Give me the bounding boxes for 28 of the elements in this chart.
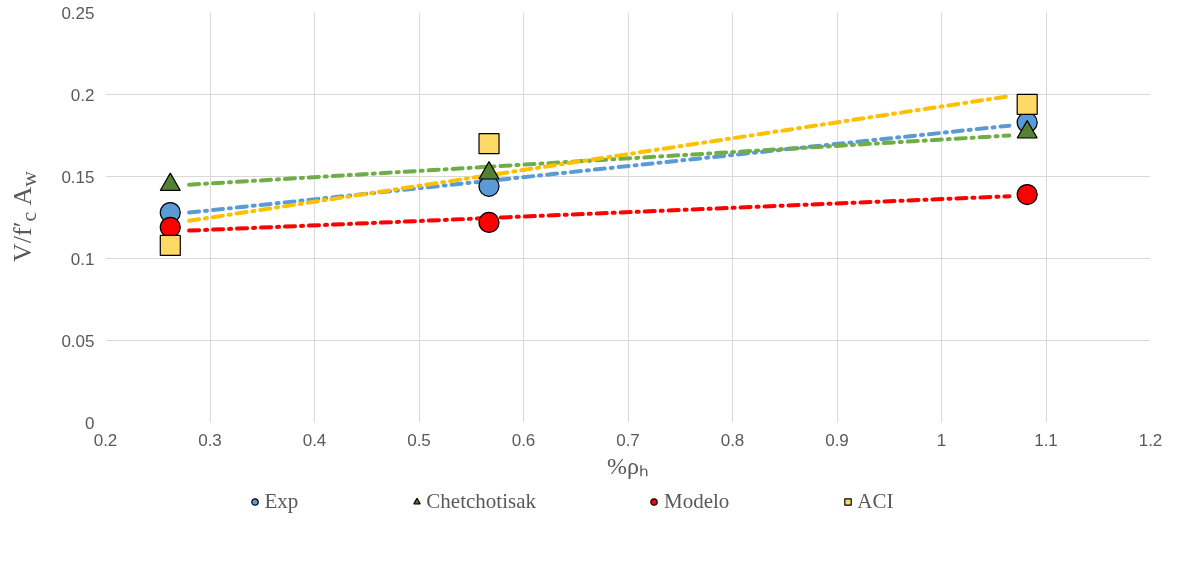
- x-tick-label: 0.9: [825, 430, 849, 450]
- y-tick-label: 0.2: [70, 85, 95, 105]
- y-tick-label: 0: [85, 413, 95, 433]
- x-axis-title: %ρₕ: [607, 452, 649, 479]
- point: [159, 234, 181, 256]
- y-tick-label: 0.1: [70, 249, 95, 269]
- y-tick-label: 0.25: [61, 3, 95, 23]
- point: [478, 133, 500, 155]
- point: [1016, 93, 1038, 115]
- y-tick-label: 0.05: [61, 331, 95, 351]
- point: [159, 216, 181, 238]
- x-tick-label: 1.1: [1034, 430, 1058, 450]
- x-tick-label: 0.6: [511, 430, 536, 450]
- x-tick-label: 0.5: [407, 430, 431, 450]
- legend-label: Exp: [264, 488, 299, 514]
- legend-label: Chetchotisak: [426, 488, 536, 514]
- x-tick-label: 0.4: [302, 430, 327, 450]
- legend-label: ACI: [857, 488, 894, 514]
- x-tick-label: 0.7: [616, 430, 640, 450]
- point: [1016, 183, 1038, 206]
- x-tick-label: 0.2: [93, 430, 118, 450]
- x-tick-label: 1.2: [1138, 430, 1163, 450]
- legend-label: Modelo: [663, 488, 730, 514]
- x-tick-label: 1: [936, 430, 947, 450]
- x-tick-label: 0.3: [198, 430, 222, 450]
- x-tick-label: 0.8: [720, 430, 745, 450]
- y-tick-label: 0.15: [61, 167, 95, 187]
- point: [478, 211, 500, 233]
